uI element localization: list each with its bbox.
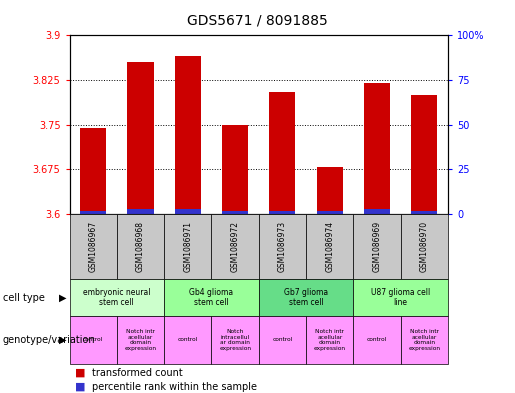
Bar	[164, 214, 212, 279]
Text: Gb4 glioma
stem cell: Gb4 glioma stem cell	[190, 288, 233, 307]
Bar	[70, 316, 117, 364]
Bar	[259, 316, 306, 364]
Bar	[269, 211, 296, 214]
Text: Notch
intracellul
ar domain
expression: Notch intracellul ar domain expression	[219, 329, 251, 351]
Text: GSM1086968: GSM1086968	[136, 221, 145, 272]
Text: U87 glioma cell
line: U87 glioma cell line	[371, 288, 431, 307]
Bar	[212, 214, 259, 279]
Bar	[117, 316, 164, 364]
Text: embryonic neural
stem cell: embryonic neural stem cell	[83, 288, 150, 307]
Bar	[222, 211, 248, 214]
Text: ■: ■	[75, 382, 85, 392]
Bar	[80, 211, 106, 214]
Bar	[212, 316, 259, 364]
Bar	[411, 95, 437, 214]
Text: GSM1086972: GSM1086972	[231, 221, 239, 272]
Text: GSM1086969: GSM1086969	[372, 221, 382, 272]
Text: cell type: cell type	[3, 293, 44, 303]
Bar	[353, 279, 448, 316]
Bar	[306, 214, 353, 279]
Text: Gb7 glioma
stem cell: Gb7 glioma stem cell	[284, 288, 328, 307]
Bar	[175, 56, 201, 214]
Bar	[164, 279, 259, 316]
Bar	[269, 92, 296, 214]
Bar	[222, 125, 248, 214]
Bar	[164, 316, 212, 364]
Text: GDS5671 / 8091885: GDS5671 / 8091885	[187, 14, 328, 28]
Bar	[353, 214, 401, 279]
Bar	[175, 209, 201, 214]
Text: control: control	[178, 338, 198, 342]
Text: Notch intr
acellular
domain
expression: Notch intr acellular domain expression	[408, 329, 440, 351]
Text: Notch intr
acellular
domain
expression: Notch intr acellular domain expression	[125, 329, 157, 351]
Text: control: control	[367, 338, 387, 342]
Bar	[70, 279, 164, 316]
Text: control: control	[272, 338, 293, 342]
Text: percentile rank within the sample: percentile rank within the sample	[92, 382, 256, 392]
Text: GSM1086970: GSM1086970	[420, 221, 429, 272]
Text: ▶: ▶	[59, 293, 67, 303]
Bar	[306, 316, 353, 364]
Bar	[259, 279, 353, 316]
Bar	[401, 214, 448, 279]
Bar	[80, 128, 106, 214]
Bar	[401, 316, 448, 364]
Bar	[364, 209, 390, 214]
Text: GSM1086974: GSM1086974	[325, 221, 334, 272]
Text: ▶: ▶	[59, 335, 67, 345]
Text: transformed count: transformed count	[92, 367, 182, 378]
Text: GSM1086967: GSM1086967	[89, 221, 98, 272]
Bar	[411, 211, 437, 214]
Text: GSM1086973: GSM1086973	[278, 221, 287, 272]
Text: control: control	[83, 338, 104, 342]
Bar	[128, 209, 153, 214]
Bar	[317, 211, 343, 214]
Bar	[353, 316, 401, 364]
Text: GSM1086971: GSM1086971	[183, 221, 192, 272]
Bar	[70, 214, 117, 279]
Bar	[117, 214, 164, 279]
Bar	[364, 83, 390, 214]
Text: Notch intr
acellular
domain
expression: Notch intr acellular domain expression	[314, 329, 346, 351]
Bar	[317, 167, 343, 214]
Bar	[259, 214, 306, 279]
Text: genotype/variation: genotype/variation	[3, 335, 95, 345]
Bar	[128, 62, 153, 214]
Text: ■: ■	[75, 367, 85, 378]
